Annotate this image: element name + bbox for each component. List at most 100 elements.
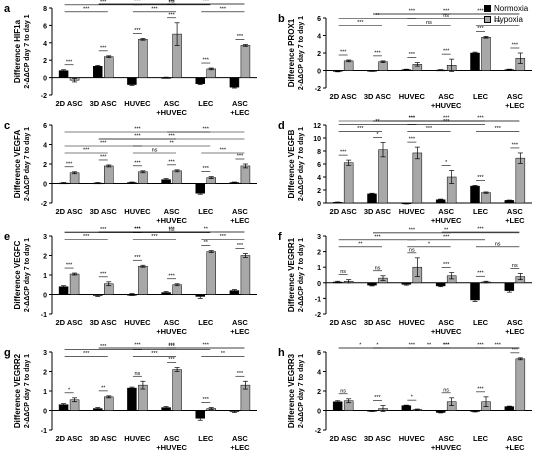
panel-a-sig-label: ns	[169, 0, 175, 5]
panel-a-sig-label: ***	[100, 0, 107, 5]
panel-e-sig-label: ***	[151, 234, 158, 240]
panel-c-y-tick-label: 2	[43, 162, 47, 169]
panel-h-bar-hypoxia	[515, 358, 526, 411]
panel-h-sig-label: **	[427, 343, 432, 349]
panel-d-bar-hypoxia	[343, 162, 354, 204]
panel-e-sig-label: ***	[83, 234, 90, 240]
panel-g-category-label: HUVEC	[124, 434, 151, 443]
panel-a-y-tick-label: 2	[43, 58, 47, 65]
panel-b-sig-label: ns	[426, 20, 432, 26]
panel-c-sig-label: ***	[100, 154, 107, 160]
panel-c-category-label: ASC	[232, 207, 248, 216]
panel-c-letter: c	[4, 120, 10, 132]
legend-swatch-normoxia	[484, 5, 491, 12]
panel-d-sig-label: *	[445, 160, 448, 166]
panel-a-sig-label: ***	[220, 6, 227, 12]
panel-e-bar-hypoxia	[172, 284, 182, 295]
panel-f-sig-label: **	[358, 241, 363, 247]
panel-g-letter: g	[4, 347, 11, 359]
panel-d-sig-label: ***	[357, 126, 364, 132]
panel-f-sig-label: ***	[477, 271, 484, 277]
legend: Normoxia Hypoxia	[484, 3, 528, 25]
panel-e-sig-label: ***	[100, 227, 107, 233]
panel-a-sig-label: ***	[168, 12, 175, 18]
panel-h-category-label: LEC	[473, 434, 489, 443]
panel-h-y-label-line2: 2-ΔΔCP day 7 to day 1	[298, 354, 305, 428]
panel-h-y-tick-label: 4	[317, 370, 321, 377]
panel-e-category-label: ASC	[164, 318, 180, 327]
legend-swatch-hypoxia	[484, 16, 491, 23]
panel-b-sig-label: ***	[512, 43, 519, 49]
panel-d-category-label: +HUVEC	[431, 216, 462, 225]
panel-a-category-label: ASC	[164, 99, 180, 108]
panel-c-sig-label: ***	[168, 159, 175, 165]
panel-a-bar-hypoxia	[138, 39, 148, 78]
panel-g-sig-label: **	[221, 351, 226, 357]
panel-a-sig-label: ***	[168, 0, 175, 5]
panel-c-category-label: 2D ASC	[55, 207, 83, 216]
panel-e-letter: e	[4, 231, 10, 243]
panel-f-sig-label: ns	[340, 269, 346, 275]
panel-b-category-label: ASC	[438, 92, 454, 101]
panel-f-sig-label: ns	[409, 247, 415, 253]
panel-c-category-label: +LEC	[230, 216, 250, 225]
panel-f-category-label: LEC	[473, 318, 489, 327]
panel-g-bar-hypoxia	[172, 369, 182, 411]
panel-d-letter: d	[278, 120, 285, 132]
panel-c-sig-label: ***	[83, 148, 90, 154]
panel-g-sig-label: ***	[100, 344, 107, 350]
panel-a-sig-label: ***	[203, 58, 210, 64]
panel-h-letter: h	[278, 347, 285, 359]
panel-d-sig-label: ***	[477, 116, 484, 122]
panel-a-bar-hypoxia	[240, 45, 251, 78]
panel-h-category-label: 3D ASC	[364, 434, 392, 443]
panel-d-sig-label: **	[375, 119, 380, 125]
panel-h-category-label: ASC	[507, 434, 523, 443]
panel-b-y-label-line2: 2-ΔΔCP day 7 to day 1	[298, 16, 305, 90]
panel-c-bar-hypoxia	[69, 172, 80, 184]
legend-label-normoxia: Normoxia	[494, 4, 529, 13]
panel-f-category-label: 3D ASC	[364, 318, 392, 327]
panel-b-bar-normoxia	[470, 52, 480, 71]
panel-e-category-label: 3D ASC	[90, 318, 118, 327]
panel-b-category-label: ASC	[507, 92, 523, 101]
panel-h-y-label: Difference VEGRR3	[287, 353, 296, 428]
panel-g-category-label: ASC	[164, 434, 180, 443]
panel-b-sig-label: ***	[409, 52, 416, 58]
panel-e-sig-label: ***	[100, 271, 107, 277]
panel-h-y-tick-label: -2	[315, 428, 321, 435]
panel-g-y-tick-label: 0	[43, 409, 47, 416]
panel-h-category-label: HUVEC	[399, 434, 426, 443]
panel-b-y-tick-label: 6	[317, 16, 321, 23]
panel-a-y-tick-label: 8	[43, 6, 47, 13]
panel-h-sig-label: ns	[340, 388, 346, 394]
panel-e-bar-hypoxia	[206, 251, 216, 295]
panel-c-bar-hypoxia	[172, 170, 182, 184]
panel-e-sig-label: **	[204, 227, 209, 233]
panel-d-y-tick-label: 6	[317, 162, 321, 169]
panel-e-bar-hypoxia	[240, 255, 251, 295]
panel-h-sig-label: ***	[477, 343, 484, 349]
panel-f-sig-label: ***	[443, 262, 450, 268]
panel-c-sig-label: ns	[152, 148, 158, 154]
panel-e-y-tick-label: 2	[43, 254, 47, 261]
panel-d-sig-label: ***	[494, 126, 501, 132]
panel-f-category-label: ASC	[438, 318, 454, 327]
legend-item-hypoxia: Hypoxia	[484, 14, 528, 25]
panel-f-sig-label: ns	[375, 265, 381, 271]
panel-b-sig-label: ***	[357, 20, 364, 26]
panel-d-sig-label: ***	[340, 150, 347, 156]
panel-d-category-label: 3D ASC	[364, 207, 392, 216]
panel-f-y-tick-label: -1	[315, 296, 321, 303]
panel-c-sig-label: ***	[237, 154, 244, 160]
panel-c-sig-label: ***	[220, 148, 227, 154]
panel-b-category-label: 3D ASC	[364, 92, 392, 101]
panel-e-bar-hypoxia	[138, 265, 148, 295]
panel-a-sig-label: ***	[100, 45, 107, 51]
panel-d-sig-label: ***	[477, 175, 484, 181]
panel-b-sig-label: ***	[443, 9, 450, 15]
legend-label-hypoxia: Hypoxia	[494, 15, 523, 24]
panel-c-category-label: HUVEC	[124, 207, 151, 216]
panel-d-y-tick-label: 2	[317, 188, 321, 195]
panel-f-sig-label: ***	[409, 227, 416, 233]
